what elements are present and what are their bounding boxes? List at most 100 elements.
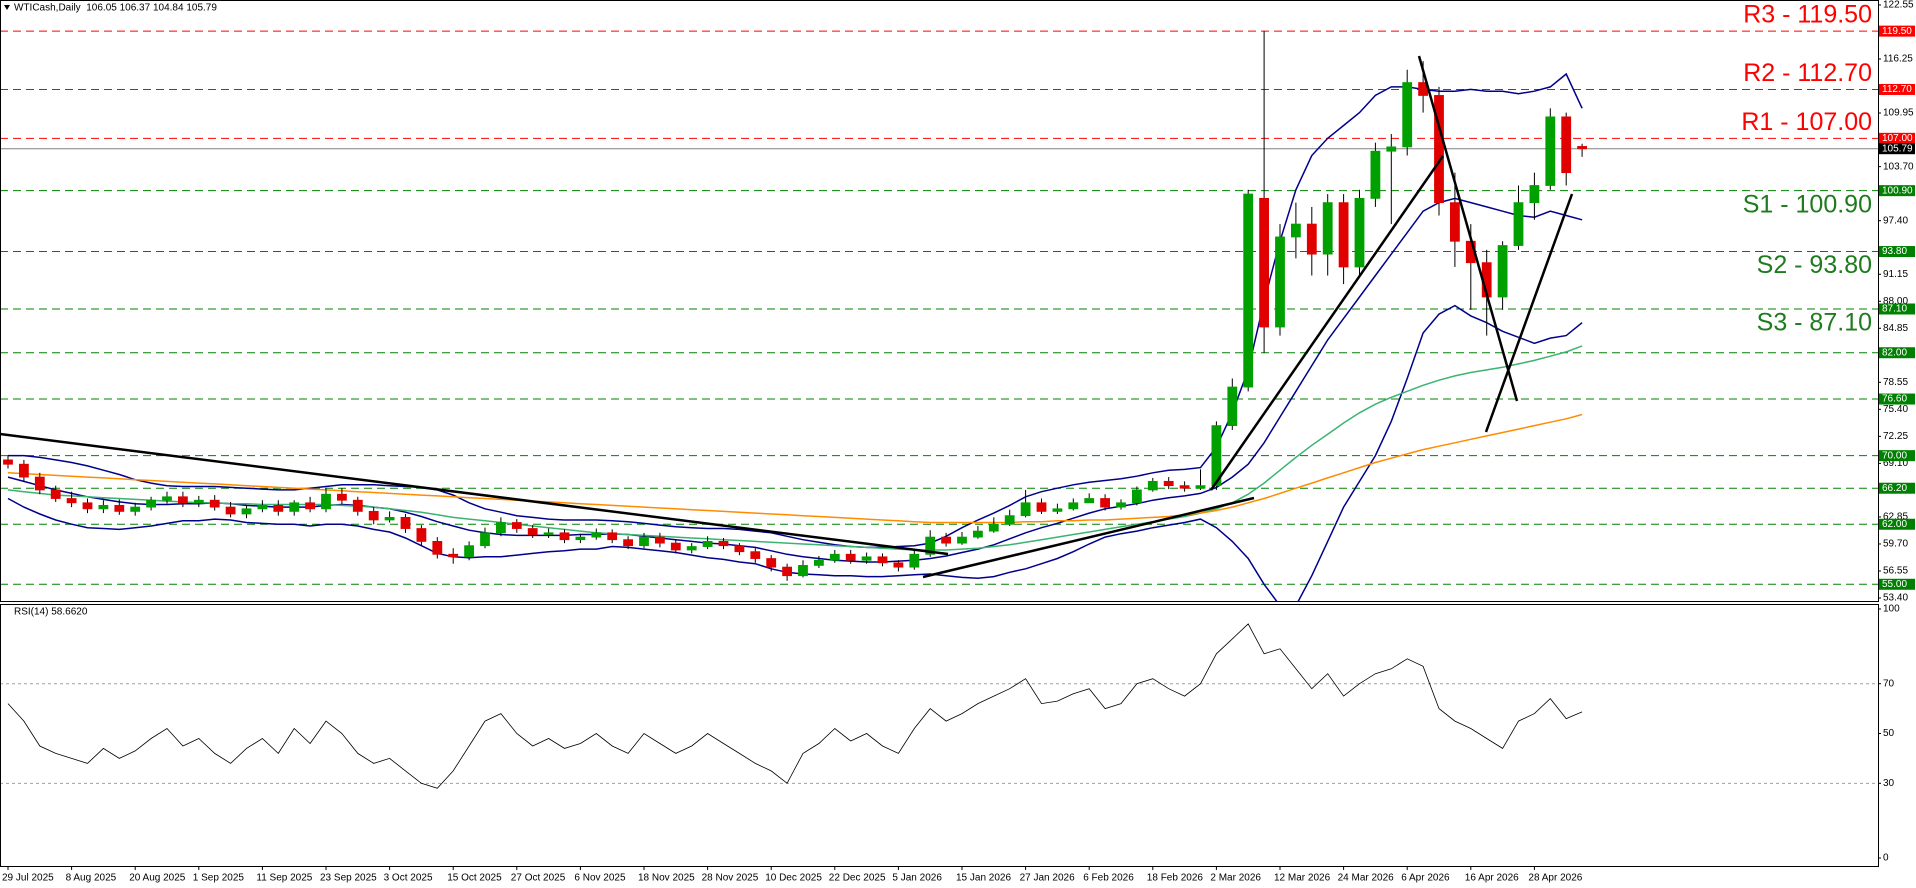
trend-line	[922, 496, 1255, 579]
x-tick-label: 10 Dec 2025	[765, 873, 822, 884]
candle-body	[368, 510, 379, 521]
x-tick-label: 11 Sep 2025	[256, 873, 312, 884]
x-tick-label: 28 Nov 2025	[702, 873, 759, 884]
candle-body	[257, 504, 268, 510]
candle-body	[384, 516, 395, 521]
candle-body	[1386, 146, 1397, 152]
x-tick-label: 8 Aug 2025	[66, 873, 117, 884]
candle-body	[495, 522, 506, 534]
candle-body	[845, 553, 856, 561]
indicator-line	[7, 413, 1583, 524]
trend-line	[1417, 55, 1519, 402]
candle-body	[543, 532, 554, 535]
candle-body	[400, 516, 411, 529]
candle-body	[1545, 116, 1556, 186]
candle-body	[877, 556, 888, 564]
level-label: 70.00	[1882, 450, 1907, 461]
trend-line	[1209, 155, 1445, 491]
level-label: 66.20	[1882, 483, 1907, 494]
candle-body	[1338, 202, 1349, 268]
candle-body	[798, 565, 808, 577]
level-annotation: R2 - 112.70	[1743, 59, 1872, 87]
x-tick-label: 28 Apr 2026	[1528, 873, 1582, 884]
candle-body	[559, 532, 570, 541]
candle-body	[1100, 498, 1110, 508]
candle-body	[1004, 515, 1015, 525]
candle-body	[1116, 502, 1126, 508]
level-label: 62.00	[1882, 519, 1907, 530]
level-label-box	[1879, 132, 1915, 144]
level-label-box	[1879, 347, 1915, 359]
candle-body	[814, 559, 824, 566]
candle-body	[448, 553, 459, 558]
candle-body	[607, 532, 618, 541]
y-tick-label: 122.55	[1883, 0, 1914, 11]
candle-body	[1179, 485, 1190, 489]
level-label-box	[1879, 578, 1915, 590]
candle-body	[209, 499, 220, 508]
candle-body	[639, 536, 649, 547]
candle-body	[1370, 150, 1381, 199]
candle-body	[1291, 223, 1301, 238]
candle-body	[1529, 185, 1540, 204]
x-tick-label: 20 Aug 2025	[129, 873, 186, 884]
candle-body	[82, 502, 93, 510]
candle-body	[1497, 245, 1508, 298]
y-tick-label: 59.70	[1883, 539, 1908, 550]
candle-body	[1052, 508, 1063, 512]
level-label-box	[1879, 246, 1915, 258]
candle-body	[1561, 116, 1572, 174]
level-label: 100.90	[1882, 185, 1913, 196]
y-tick-label: 62.85	[1883, 512, 1908, 523]
rsi-tick-label: 30	[1883, 778, 1895, 789]
candle-body	[50, 489, 61, 499]
candle-body	[973, 530, 983, 538]
candle-body	[1434, 95, 1444, 204]
candle-body	[352, 499, 363, 512]
level-label: 76.60	[1882, 394, 1907, 405]
rsi-tick-label: 0	[1883, 853, 1889, 864]
candle-body	[416, 528, 427, 542]
price-panel-border	[0, 0, 1879, 602]
candle-body	[34, 476, 45, 491]
y-tick-label: 109.95	[1883, 108, 1914, 119]
candle-body	[321, 493, 331, 510]
candle-body	[941, 536, 951, 544]
price-panel	[0, 30, 1878, 601]
candle-body	[130, 506, 141, 512]
level-annotation: S3 - 87.10	[1757, 309, 1872, 337]
candle-body	[177, 496, 188, 504]
trend-line	[0, 432, 949, 556]
menu-triangle	[4, 5, 10, 10]
level-label-box	[1879, 185, 1915, 197]
x-tick-label: 2 Mar 2026	[1210, 873, 1261, 884]
x-tick-label: 6 Feb 2026	[1083, 873, 1134, 884]
y-tick-label: 97.40	[1883, 215, 1908, 226]
level-label-box	[1879, 83, 1915, 95]
candle-body	[893, 562, 904, 568]
candle-body	[305, 502, 316, 510]
level-label: 93.80	[1882, 246, 1907, 257]
candle-body	[273, 504, 284, 512]
candle-body	[988, 523, 999, 532]
x-tick-label: 3 Oct 2025	[384, 873, 433, 884]
candle-body	[225, 506, 236, 515]
price-label-box	[1879, 143, 1915, 155]
level-label: 82.00	[1882, 347, 1907, 358]
y-tick-label: 56.55	[1883, 566, 1908, 577]
x-tick-label: 22 Dec 2025	[829, 873, 886, 884]
y-tick-label: 84.85	[1883, 323, 1908, 334]
rsi-label: RSI(14) 58.6620	[14, 607, 88, 618]
candle-body	[1450, 202, 1460, 242]
level-annotation: S2 - 93.80	[1757, 251, 1872, 279]
candle-body	[925, 536, 936, 555]
candle-body	[1195, 485, 1206, 489]
y-tick-label: 103.70	[1883, 161, 1914, 172]
candle-body	[146, 499, 157, 508]
candle-body	[1402, 82, 1413, 148]
indicator-line	[7, 304, 1583, 601]
candle-body	[1163, 480, 1174, 487]
level-label-box	[1879, 303, 1915, 315]
